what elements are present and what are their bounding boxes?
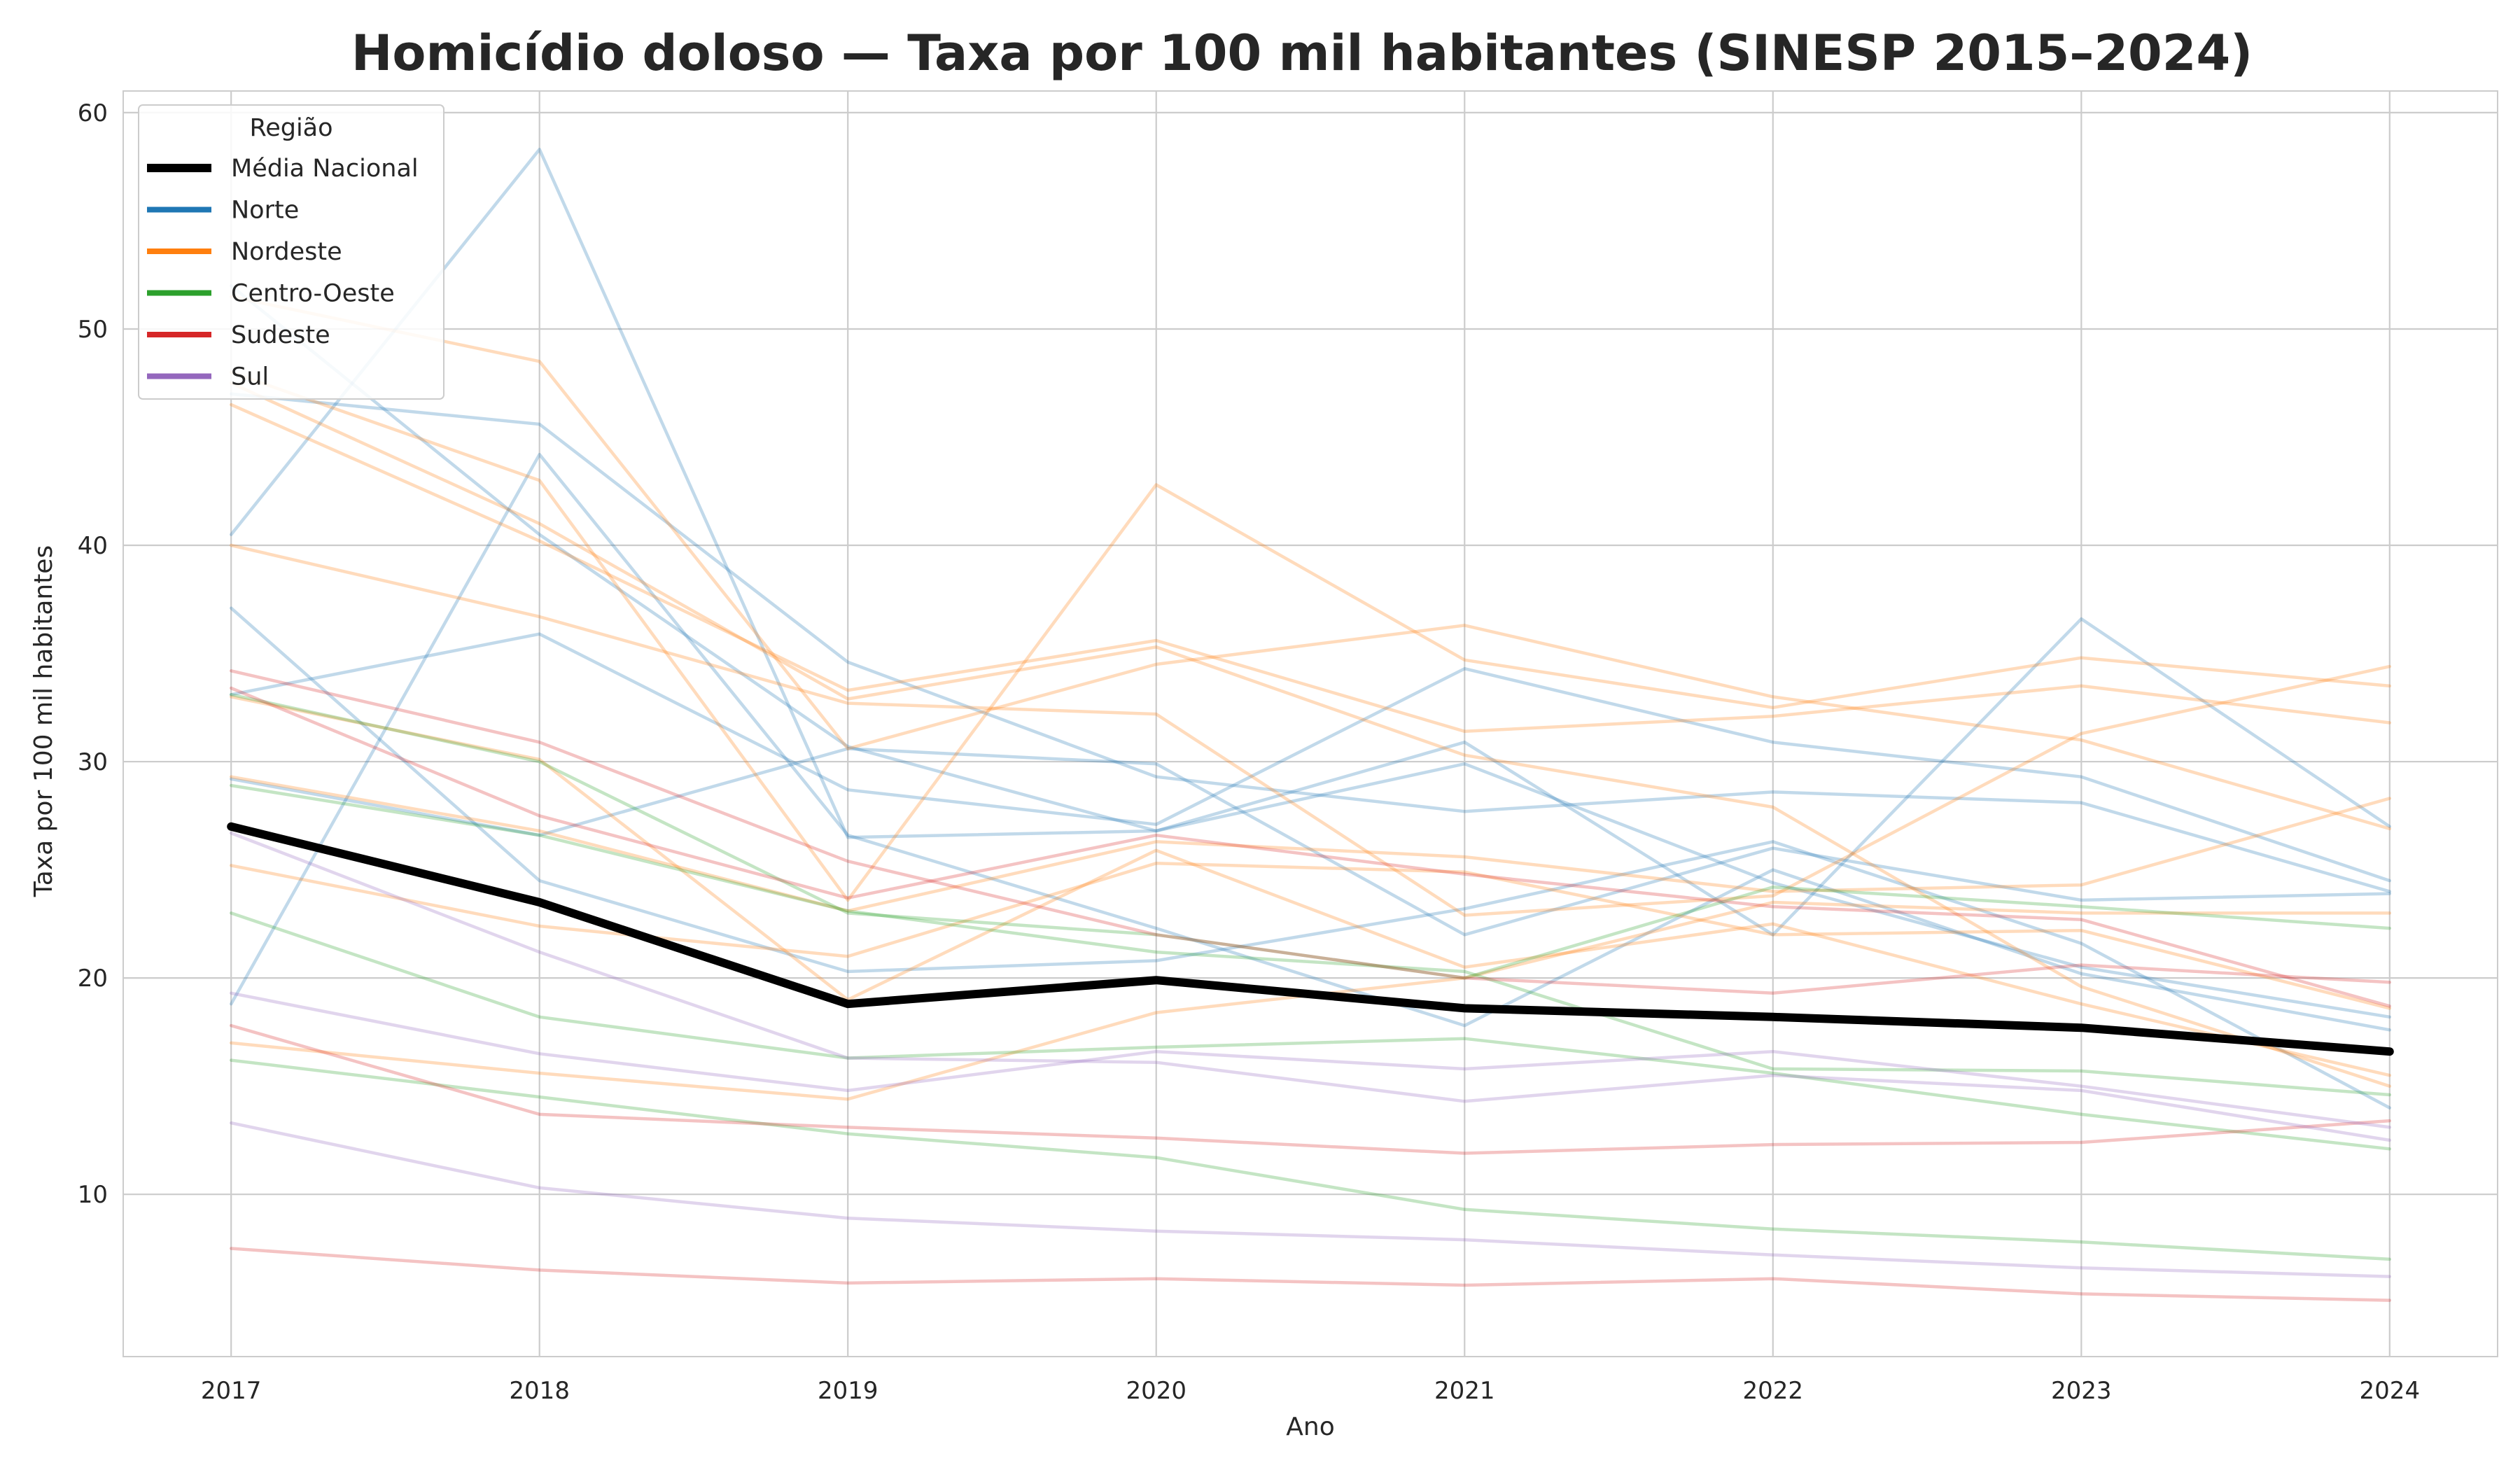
legend-title: Região: [249, 114, 332, 142]
y-axis-title: Taxa por 100 mil habitantes: [29, 545, 58, 897]
series-line-centro-oeste-19: [229, 1058, 2392, 1261]
series-line-nordeste-14: [229, 695, 2392, 1077]
legend-label: Nordeste: [231, 238, 342, 266]
series-line-norte-5: [229, 747, 2392, 937]
series-line-norte-1: [229, 392, 2392, 893]
series-line-media-nacional: [227, 822, 2394, 1056]
legend-label: Centro-Oeste: [231, 280, 395, 308]
y-tick-label: 40: [78, 532, 108, 560]
legend-label: Sudeste: [231, 321, 330, 349]
series-line-nordeste-10: [229, 543, 2392, 917]
series-line-norte-3: [229, 632, 2392, 883]
series-line-nordeste-7: [229, 295, 2392, 831]
series-line-norte-0: [229, 148, 2392, 937]
series-line-sul-24: [229, 831, 2392, 1142]
series-line-centro-oeste-18: [229, 911, 2392, 1151]
plot-frame: [122, 90, 2498, 1357]
series-line-sudeste-21: [229, 686, 2392, 1008]
legend-entries: Média Nacional Norte Nordeste Centro-Oeste S…: [147, 155, 419, 391]
x-tick-label: 2018: [509, 1377, 570, 1405]
legend-label: Média Nacional: [231, 155, 419, 183]
series-line-sul-25: [229, 991, 2392, 1129]
legend-label: Norte: [231, 197, 299, 225]
series-line-nordeste-9: [229, 402, 2392, 734]
y-tick-label: 20: [78, 965, 108, 993]
y-tick-label: 50: [78, 316, 108, 344]
series-line-nordeste-8: [229, 370, 2392, 902]
series-line-sul-26: [229, 1121, 2392, 1278]
series-line-norte-2: [229, 606, 2392, 1110]
series-line-norte-4: [229, 452, 2392, 1032]
series-line-centro-oeste-16: [229, 693, 2392, 980]
x-tick-label: 2024: [2360, 1377, 2421, 1405]
legend-label: Sul: [231, 363, 269, 391]
x-tick-label: 2020: [1126, 1377, 1186, 1405]
legend: Região Média Nacional Norte Nordeste Centro…: [138, 104, 444, 400]
series-line-nordeste-13: [229, 862, 2392, 1010]
y-tick-label: 30: [78, 748, 108, 776]
series-line-sudeste-23: [229, 1247, 2392, 1302]
x-tick-label: 2019: [818, 1377, 878, 1405]
x-tick-label: 2017: [201, 1377, 262, 1405]
series-line-nordeste-12: [229, 775, 2392, 913]
y-tick-label: 10: [78, 1181, 108, 1209]
x-axis-ticks: 2017 2018 2019 2020 2021 2022 2023 2024: [201, 1377, 2420, 1405]
y-axis-ticks: 10 20 30 40 50 60: [78, 99, 108, 1209]
grid-lines: [123, 91, 2498, 1357]
x-tick-label: 2022: [1743, 1377, 1804, 1405]
series-line-sudeste-22: [229, 1023, 2392, 1155]
series-line-centro-oeste-17: [229, 783, 2392, 1097]
y-tick-label: 60: [78, 99, 108, 127]
legend-box: [138, 104, 444, 400]
chart-title: Homicídio doloso — Taxa por 100 mil habi…: [351, 24, 2253, 82]
x-tick-label: 2023: [2051, 1377, 2112, 1405]
x-tick-label: 2021: [1434, 1377, 1495, 1405]
x-axis-title: Ano: [1286, 1413, 1334, 1441]
series-line-sudeste-20: [229, 669, 2392, 995]
series-lines: [227, 148, 2394, 1302]
series-line-nordeste-11: [229, 381, 2392, 1088]
series-line-norte-6: [229, 284, 2392, 1019]
